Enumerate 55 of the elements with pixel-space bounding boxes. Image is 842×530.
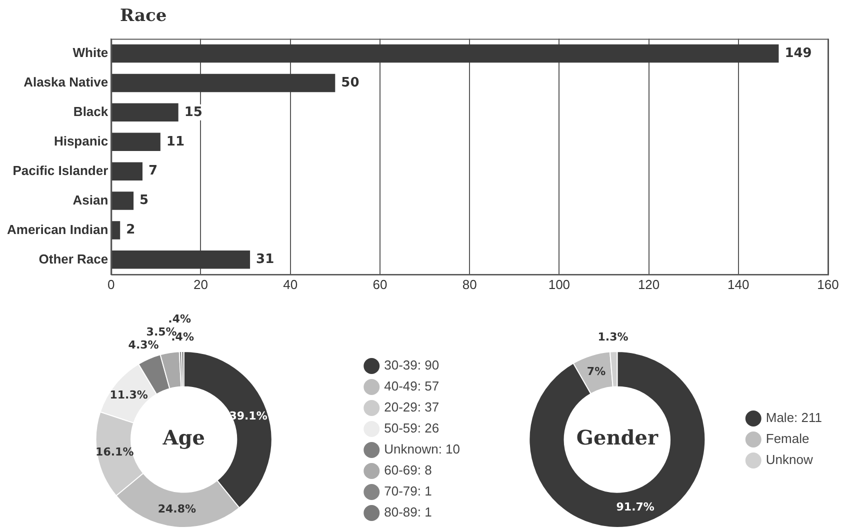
data-label: 7 [148, 164, 158, 179]
data-label: 7% [586, 365, 606, 378]
legend-label: 40-49: 57 [384, 378, 440, 394]
data-label: 1.3% [598, 330, 628, 344]
data-label: 149 [784, 46, 812, 61]
data-label: 31 [256, 252, 274, 268]
bar [112, 250, 250, 269]
y-tick-label: Other Race [38, 251, 108, 266]
x-tick-label: 140 [728, 276, 750, 292]
legend-label: 30-39: 90 [384, 358, 440, 373]
x-tick-label: 160 [817, 276, 839, 292]
text: Age [162, 426, 205, 450]
x-tick-label: 20 [194, 276, 208, 292]
y-tick-label: Asian [72, 192, 108, 208]
chart-title: Race [120, 6, 167, 26]
x-tick-label: 0 [108, 276, 115, 292]
data-label: 15 [184, 104, 202, 120]
x-tick-label: 120 [638, 276, 660, 292]
data-label: 2 [126, 222, 136, 238]
data-label: 4.3% [128, 338, 159, 352]
y-tick-label: Black [73, 104, 109, 120]
data-label: 50 [341, 75, 360, 90]
y-tick-label: Alaska Native [24, 74, 108, 90]
bar [112, 74, 336, 92]
x-tick-label: 100 [548, 276, 570, 292]
y-tick-label: White [72, 45, 108, 60]
legend-label: Unknown: 10 [384, 442, 460, 457]
legend-label: 50-59: 26 [384, 420, 440, 436]
data-label: 5 [140, 193, 149, 208]
y-tick-label: Hispanic [54, 133, 108, 148]
x-tick-label: 80 [462, 276, 477, 292]
bar [112, 44, 779, 63]
legend-label: Unknow [766, 452, 814, 468]
bar [112, 221, 120, 240]
legend-label: Male: 211 [766, 410, 822, 426]
bar [112, 192, 134, 210]
y-tick-label: Pacific Islander [12, 162, 108, 178]
legend-label: 20-29: 37 [384, 400, 440, 415]
data-label: 11.3% [110, 388, 148, 402]
legend-label: 70-79: 1 [384, 484, 432, 499]
data-label: 24.8% [158, 502, 196, 516]
y-tick-label: American Indian [6, 222, 108, 237]
text: Gender [576, 426, 658, 450]
data-label: 91.7% [616, 500, 654, 514]
bar [112, 103, 178, 122]
data-label: 16.1% [96, 445, 134, 458]
data-label: .4% [168, 312, 191, 326]
legend-label: 60-69: 8 [384, 462, 432, 478]
data-label: 11 [166, 134, 185, 150]
bar [112, 132, 160, 152]
legend-label: Female [766, 431, 810, 446]
bar [112, 162, 142, 180]
x-tick-label: 60 [372, 276, 388, 292]
x-tick-label: 40 [283, 276, 298, 292]
legend-label: 80-89: 1 [384, 504, 432, 520]
